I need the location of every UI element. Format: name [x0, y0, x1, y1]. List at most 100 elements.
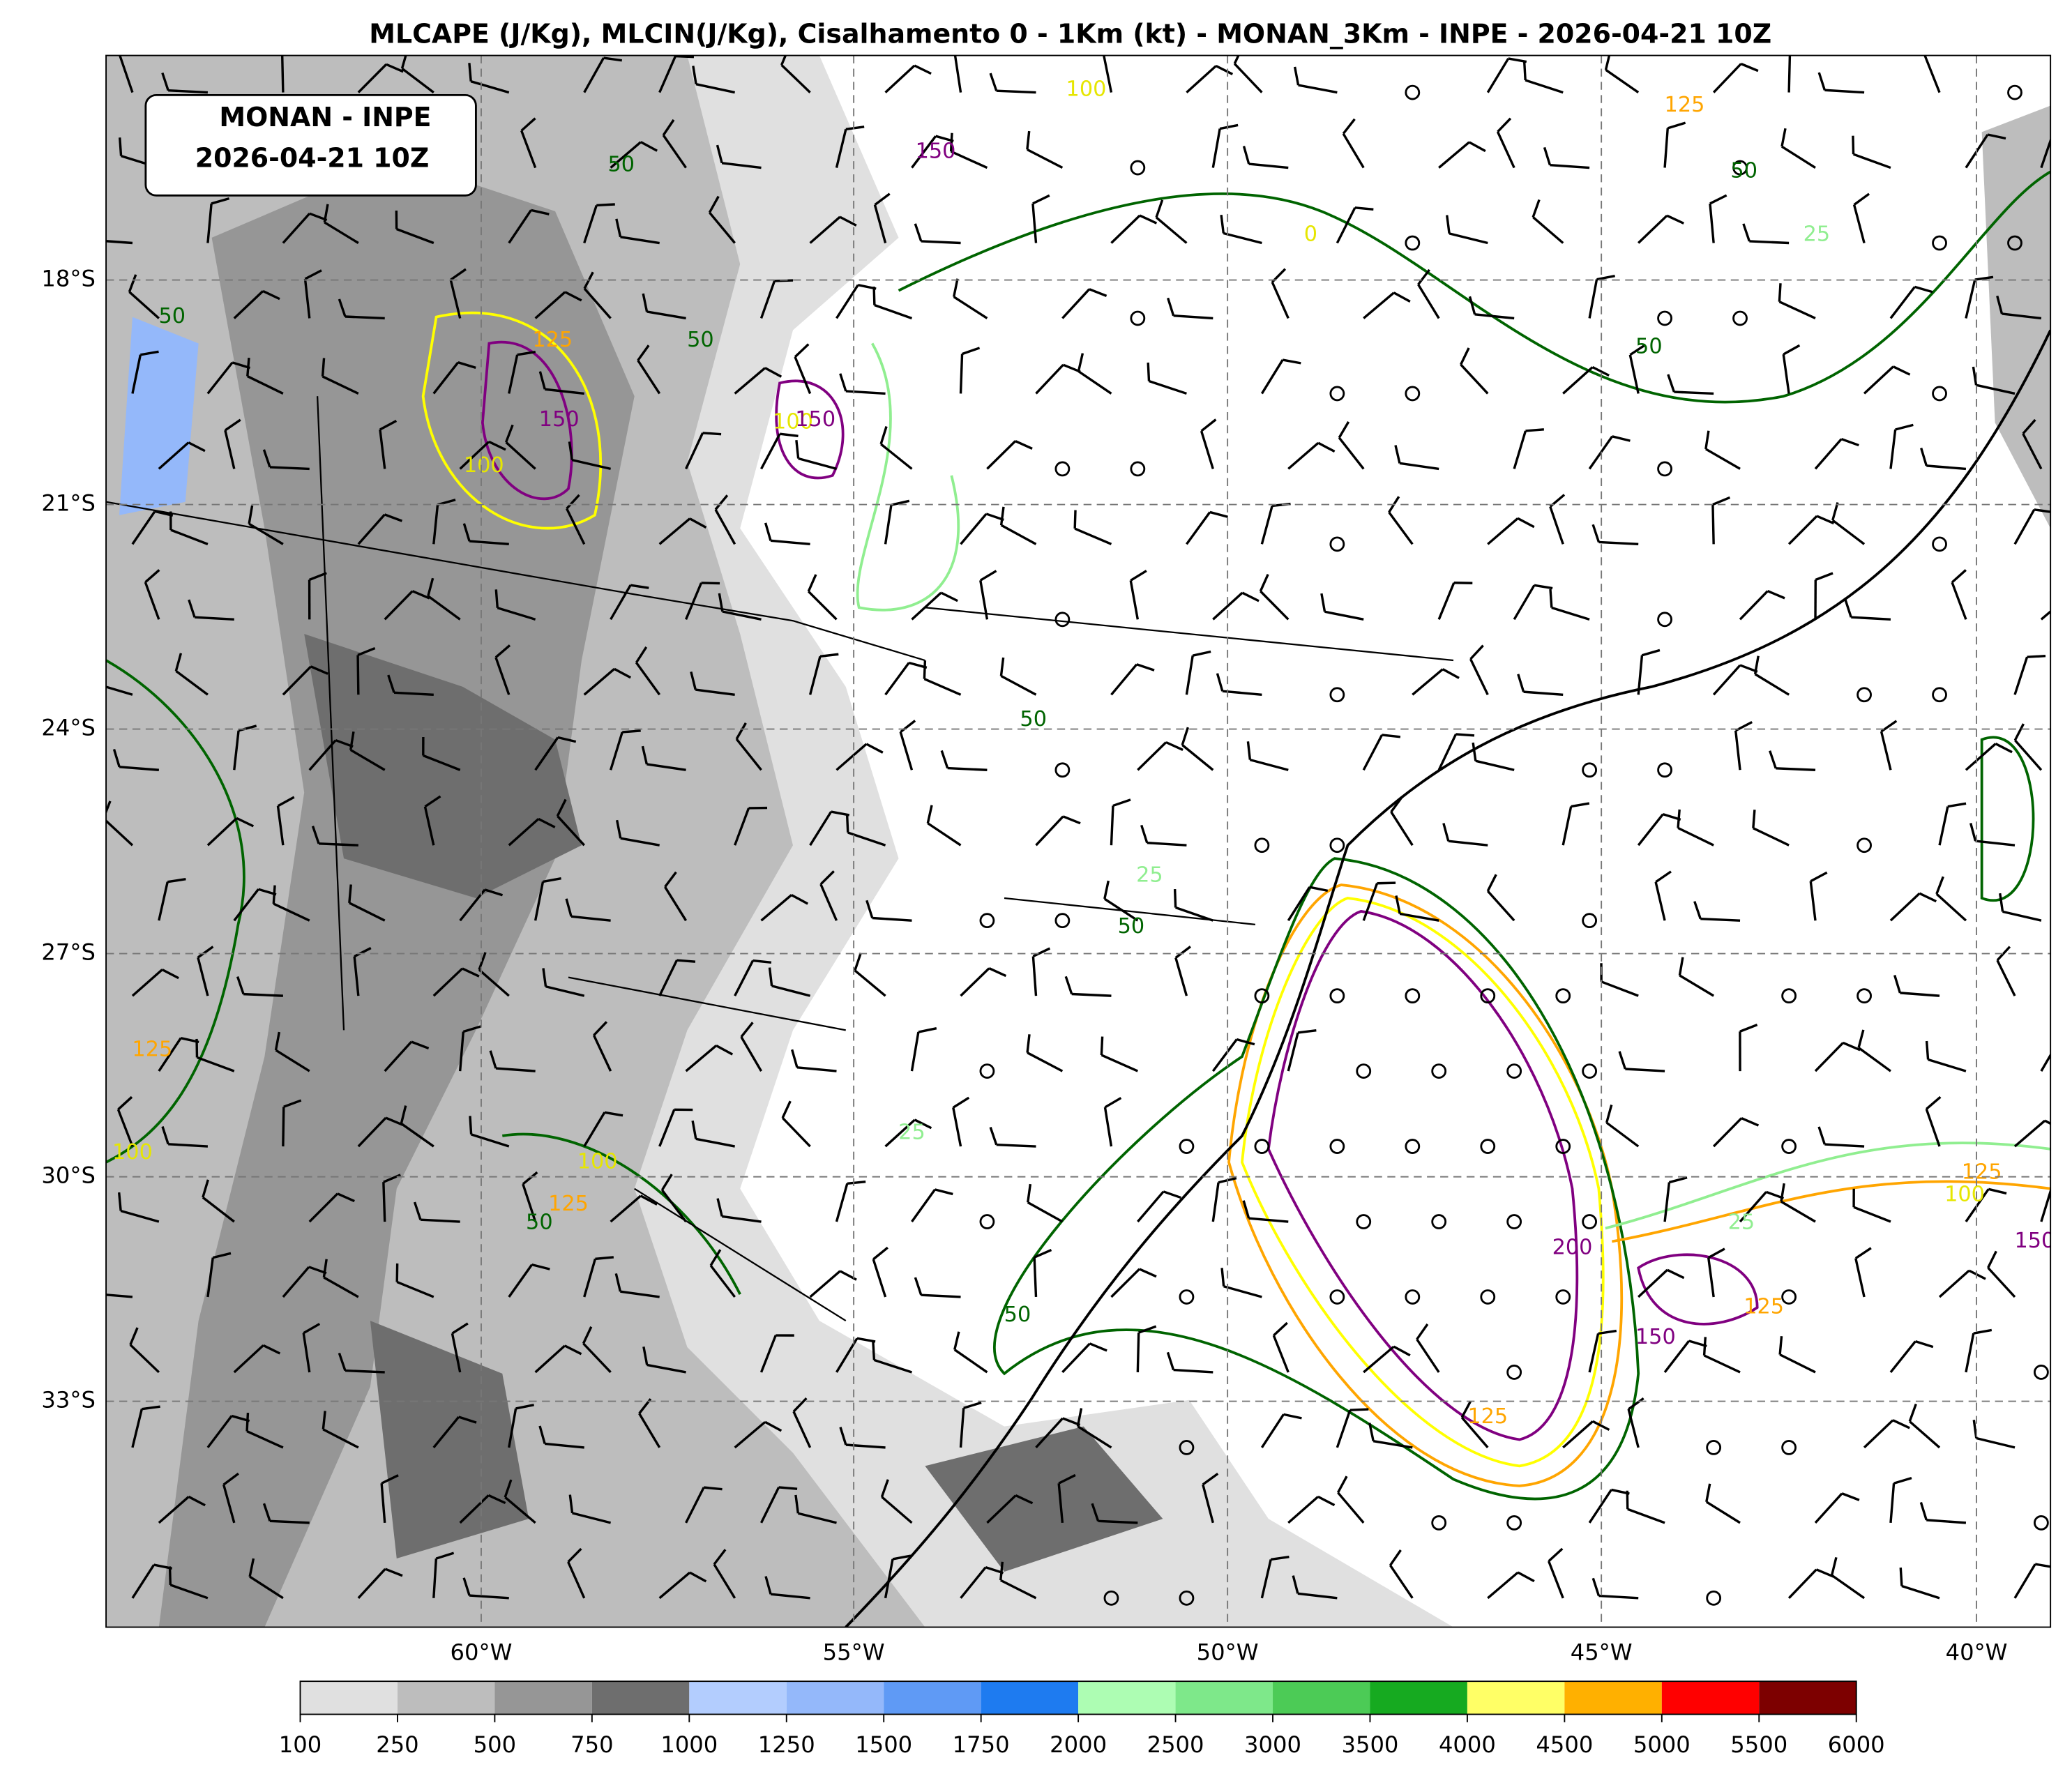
- wind-barb: [1211, 1182, 1220, 1222]
- calm-marker: [1431, 1063, 1447, 1079]
- wind-barb: [93, 665, 94, 683]
- wind-barb: [197, 946, 214, 959]
- wind-barb: [1031, 203, 1038, 243]
- contour-label: 125: [1467, 1404, 1508, 1429]
- wind-barb: [953, 1331, 960, 1350]
- wind-barb: [424, 795, 441, 808]
- wind-barb: [873, 1358, 912, 1374]
- contour-label: 150: [2015, 1229, 2055, 1253]
- wind-barb: [1852, 153, 1891, 169]
- contour-label: 50: [1118, 914, 1145, 939]
- wind-barb: [1173, 1368, 1213, 1374]
- wind-barb: [1469, 644, 1484, 660]
- wind-barb: [282, 1107, 285, 1147]
- wind-barb: [947, 766, 988, 771]
- wind-barb: [1242, 1200, 1250, 1219]
- contour-label: 50: [687, 328, 714, 352]
- wind-barb: [1628, 1397, 1644, 1411]
- wind-barb: [2053, 1183, 2071, 1184]
- wind-barb: [131, 510, 156, 545]
- wind-barb: [1814, 1492, 1843, 1524]
- wind-barb: [1753, 655, 1760, 675]
- calm-marker: [1405, 84, 1421, 100]
- wind-barb: [1388, 511, 1414, 545]
- wind-barb: [1167, 297, 1175, 317]
- wind-barb: [349, 748, 386, 771]
- wind-barb: [1200, 430, 1214, 469]
- wind-barb: [1026, 1034, 1031, 1053]
- wind-barb: [1035, 363, 1064, 395]
- contour: [106, 659, 245, 1164]
- wind-barb: [796, 1066, 837, 1072]
- wind-barb: [1362, 883, 1379, 921]
- wind-barb: [1935, 893, 1967, 922]
- wind-barb: [923, 678, 962, 696]
- contour-label: 125: [548, 1192, 589, 1216]
- wind-barb: [809, 811, 833, 847]
- wind-barb: [471, 1133, 510, 1148]
- lon-tick-label: 40°W: [1946, 1639, 2008, 1665]
- wind-barb: [393, 691, 434, 696]
- wind-barb: [322, 1411, 326, 1430]
- wind-barb: [610, 1194, 642, 1223]
- wind-barb: [1468, 296, 1476, 315]
- colorbar-segment: [1759, 1681, 1857, 1715]
- wind-barb: [1741, 1117, 1760, 1127]
- calm-marker: [1329, 1139, 1345, 1154]
- wind-barb: [243, 992, 283, 997]
- wind-barb: [1449, 232, 1488, 245]
- wind-barb: [1089, 288, 1107, 297]
- wind-barb: [1448, 840, 1488, 847]
- wind-barb: [637, 344, 650, 361]
- wind-barb: [1534, 584, 1553, 590]
- calm-marker: [1179, 1590, 1195, 1606]
- wind-barb: [1637, 813, 1664, 847]
- wind-barb: [505, 441, 536, 470]
- wind-barb: [583, 1111, 606, 1147]
- wind-barb: [413, 1201, 422, 1220]
- colorbar-tick-label: 100: [279, 1731, 322, 1758]
- wind-barb: [1513, 584, 1536, 621]
- wind-barb: [1202, 1472, 1219, 1486]
- wind-barb: [1098, 1519, 1138, 1524]
- wind-barb: [735, 738, 762, 771]
- wind-barb: [583, 1258, 597, 1298]
- wind-barb: [557, 736, 577, 743]
- wind-barb: [1468, 141, 1486, 153]
- wind-barb: [996, 1143, 1036, 1148]
- wind-barb: [1460, 363, 1489, 395]
- wind-barb: [233, 1344, 264, 1374]
- wind-barb: [1605, 1121, 1640, 1148]
- contour-label: 150: [1635, 1325, 1676, 1349]
- contour-label: 25: [1803, 222, 1831, 247]
- wind-barb: [1926, 464, 1967, 471]
- wind-barb: [1925, 1108, 1941, 1147]
- wind-barb: [411, 590, 430, 600]
- wind-barb: [1909, 1420, 1941, 1449]
- wind-barb: [1618, 1051, 1626, 1070]
- lat-tick-label: 30°S: [41, 1162, 95, 1189]
- wind-barb: [1561, 806, 1573, 846]
- wind-barb: [1663, 128, 1669, 168]
- colorbar-tick-label: 2500: [1147, 1731, 1204, 1758]
- wind-barb: [1525, 428, 1544, 432]
- wind-barb: [839, 215, 857, 227]
- wind-barb: [1298, 84, 1338, 94]
- wind-barb: [760, 1487, 780, 1524]
- wind-barb: [1487, 517, 1519, 545]
- contour: [421, 311, 602, 530]
- wind-barb: [1270, 1555, 1290, 1561]
- wind-barb: [128, 291, 160, 319]
- wind-barb: [771, 985, 811, 997]
- wind-barb: [914, 64, 932, 75]
- wind-barb: [140, 350, 159, 356]
- wind-barb: [202, 1179, 209, 1198]
- wind-barb: [420, 1218, 460, 1223]
- wind-barb: [202, 1196, 235, 1223]
- wind-barb: [1215, 65, 1234, 75]
- wind-barb: [2040, 1187, 2051, 1222]
- wind-barb: [780, 63, 811, 93]
- wind-barb: [999, 506, 1005, 526]
- calm-marker: [1054, 913, 1071, 929]
- wind-barb: [795, 439, 800, 459]
